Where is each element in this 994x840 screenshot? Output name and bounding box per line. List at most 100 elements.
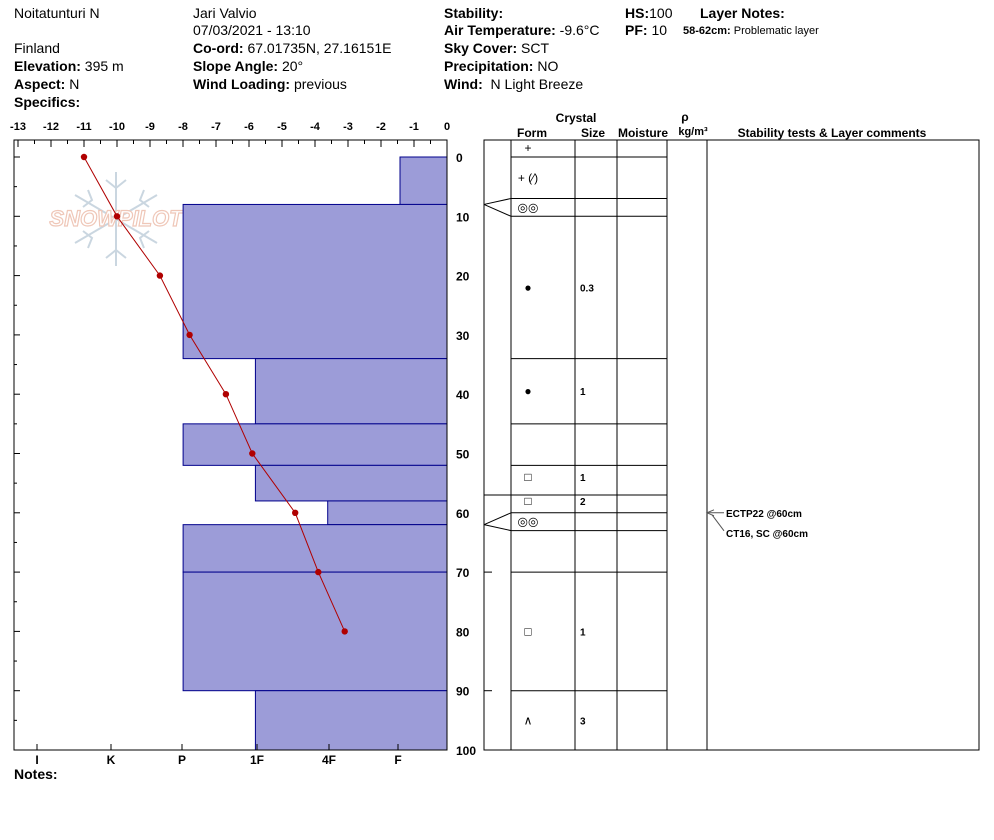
observer-name: Jari Valvio — [193, 5, 257, 21]
aspect-row: Aspect: N — [14, 75, 79, 93]
wind-loading-label: Wind Loading: — [193, 76, 291, 92]
pf-value: 10 — [651, 22, 668, 38]
crystal-form-symbol: ● — [524, 280, 531, 294]
crystal-form-symbol: □ — [524, 470, 531, 484]
depth-tick-label: 80 — [456, 625, 470, 639]
temperature-tick-label: -12 — [43, 121, 59, 133]
air-temp-value: -9.6°C — [559, 22, 600, 38]
hardness-bar — [182, 571, 448, 692]
elevation-label: Elevation: — [14, 58, 81, 74]
notes-label: Notes: — [14, 766, 58, 782]
crystal-form-symbol: □ — [524, 624, 531, 638]
crystal-size-value: 1 — [580, 473, 586, 484]
temperature-tick-label: -9 — [145, 121, 155, 133]
crystal-size-value: 1 — [580, 387, 586, 398]
temperature-tick-label: -2 — [376, 121, 386, 133]
notes-row: Notes: — [14, 765, 58, 783]
temperature-point — [222, 391, 230, 398]
left-chart-axes: -13 -12 -11 -10 -9 -8 -7 -6 -5 -4 -3 -2 -1 0I K P 1F 4F F — [10, 121, 450, 767]
depth-tick-label: 10 — [456, 210, 470, 224]
temperature-point — [80, 153, 88, 161]
header-rho: ρ — [681, 110, 688, 124]
slope-row: Slope Angle: 20° — [193, 57, 303, 75]
hardness-tick-label: K — [107, 753, 116, 767]
crystal-form-symbol: ● — [524, 384, 531, 398]
sky-cover-row: Sky Cover: SCT — [444, 39, 549, 57]
location-name: Noitatunturi N — [14, 5, 100, 21]
depth-tick-label: 40 — [456, 388, 470, 402]
temperature-tick-label: -6 — [244, 121, 254, 133]
sky-cover-label: Sky Cover: — [444, 40, 518, 56]
hardness-bar — [254, 690, 448, 751]
slope-label: Slope Angle: — [193, 58, 279, 74]
coord-row: Co-ord: 67.01735N, 27.16151E — [193, 39, 391, 57]
temperature-point — [292, 509, 299, 516]
layer-note-range: 58-62cm: — [683, 25, 731, 37]
hardness-tick-label: I — [35, 753, 38, 767]
stability-label: Stability: — [444, 5, 504, 21]
layer-note-text: Problematic layer — [733, 25, 819, 37]
depth-tick-label: 90 — [456, 685, 470, 699]
stability-pointer — [711, 514, 725, 532]
crystal-size-value: 0.3 — [580, 283, 594, 294]
precipitation-value: NO — [537, 58, 559, 74]
layer-table: Crystal Form Size Moisture ρ kg/m³ Stability t… — [483, 110, 980, 751]
hardness-bar — [182, 423, 448, 466]
stability-test-label: CT16, SC @60cm — [726, 529, 808, 540]
depth-tick-label: 50 — [456, 448, 470, 462]
depth-tick-label: 100 — [456, 744, 476, 758]
hs-row: HS:100 — [625, 4, 672, 22]
hardness-tick-label: P — [178, 753, 186, 767]
elevation-row: Elevation: 395 m — [14, 57, 124, 75]
wind-row: Wind: N Light Breeze — [444, 75, 583, 93]
hardness-tick-label: F — [394, 753, 401, 767]
temperature-tick-label: 0 — [444, 121, 450, 133]
specifics-row: Specifics: — [14, 93, 80, 111]
depth-tick-label: 20 — [456, 270, 470, 284]
header-density-unit: kg/m³ — [678, 126, 708, 138]
air-temp-row: Air Temperature: -9.6°C — [444, 21, 600, 39]
depth-tick-label: 70 — [456, 566, 470, 580]
crystal-size-value: 3 — [580, 716, 586, 727]
wind-loading-row: Wind Loading: previous — [193, 75, 347, 93]
left-chart-frame — [13, 139, 448, 751]
temperature-tick-label: -1 — [409, 121, 419, 133]
elevation-value: 395 m — [84, 58, 124, 74]
hardness-bar — [327, 500, 448, 526]
aspect-value: N — [69, 76, 80, 92]
temperature-tick-label: -8 — [178, 121, 188, 133]
temperature-point — [156, 272, 164, 279]
pf-label: PF: — [625, 22, 648, 38]
depth-axis: 0 10 20 30 40 50 60 70 80 90 100 — [456, 151, 476, 758]
hardness-bar — [399, 156, 448, 205]
layer-connector — [483, 198, 512, 205]
crystal-form-symbol: ∧ — [524, 713, 533, 727]
header-comments: Stability tests & Layer comments — [738, 126, 927, 140]
temperature-tick-label: -11 — [76, 121, 91, 133]
crystal-size-value: 2 — [580, 497, 586, 508]
hardness-bar — [254, 464, 448, 502]
depth-tick-label: 60 — [456, 507, 470, 521]
hs-value: 100 — [649, 5, 673, 21]
temperature-point — [249, 450, 256, 457]
crystal-form-symbol: ◎◎ — [518, 515, 539, 529]
temperature-profile — [80, 153, 348, 635]
temperature-tick-label: -4 — [310, 121, 321, 133]
precipitation-label: Precipitation: — [444, 58, 534, 74]
country-name: Finland — [14, 40, 60, 56]
observation-datetime: 07/03/2021 - 13:10 — [193, 22, 311, 38]
layer-table-frame — [483, 139, 980, 751]
layer-notes-row: Layer Notes: — [700, 4, 785, 22]
layer-connector — [483, 524, 512, 532]
stability-test-label: ECTP22 @60cm — [726, 509, 802, 520]
layer-connector — [483, 203, 512, 217]
slope-value: 20° — [281, 58, 304, 74]
pf-row: PF: 10 — [625, 21, 667, 39]
precipitation-row: Precipitation: NO — [444, 57, 558, 75]
hardness-tick-label: 4F — [322, 753, 336, 767]
wind-value: N Light Breeze — [490, 76, 584, 92]
wind-loading-value: previous — [293, 76, 347, 92]
crystal-form-symbol: ◎◎ — [518, 200, 539, 214]
depth-tick-label: 30 — [456, 329, 470, 343]
